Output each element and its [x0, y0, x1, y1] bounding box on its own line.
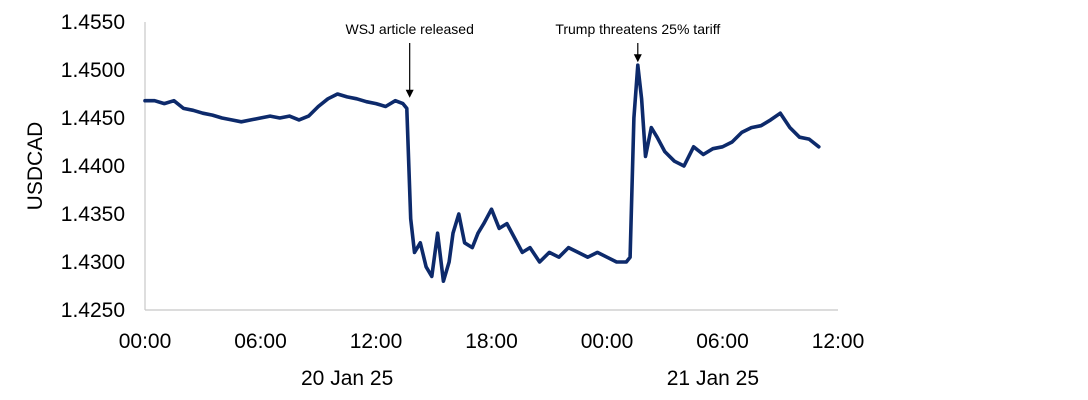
x-tick-label: 12:00 [812, 330, 865, 353]
annotation-arrow-head [633, 54, 642, 63]
x-tick-label: 06:00 [234, 330, 287, 353]
annotation-arrow-head [405, 89, 414, 98]
x-tick-label: 12:00 [350, 330, 403, 353]
x-tick-label: 00:00 [581, 330, 634, 353]
x-tick-labels: 00:00 06:00 12:00 18:00 00:00 06:00 12:00 [119, 330, 865, 353]
date-label: 21 Jan 25 [667, 367, 759, 390]
date-labels: 20 Jan 25 21 Jan 25 [301, 367, 759, 390]
y-tick-label: 1.4550 [61, 11, 125, 34]
x-tick-label: 00:00 [119, 330, 172, 353]
y-tick-labels: 1.4250 1.4300 1.4350 1.4400 1.4450 1.4500 1.45… [61, 11, 125, 322]
y-tick-label: 1.4350 [61, 203, 125, 226]
annotation-label: Trump threatens 25% tariff [555, 21, 720, 37]
chart-axes [144, 22, 838, 311]
y-tick-label: 1.4400 [61, 155, 125, 178]
x-tick-label: 06:00 [696, 330, 749, 353]
y-tick-label: 1.4300 [61, 251, 125, 274]
annotation-label: WSJ article released [345, 21, 473, 37]
x-tick-label: 18:00 [465, 330, 518, 353]
y-tick-label: 1.4450 [61, 107, 125, 130]
y-axis-title: USDCAD [24, 122, 47, 211]
usdcad-series-line [143, 63, 821, 283]
y-tick-label: 1.4500 [61, 59, 125, 82]
y-tick-label: 1.4250 [61, 299, 125, 322]
date-label: 20 Jan 25 [301, 367, 393, 390]
annotations: WSJ article released Trump threatens 25% … [345, 21, 720, 98]
